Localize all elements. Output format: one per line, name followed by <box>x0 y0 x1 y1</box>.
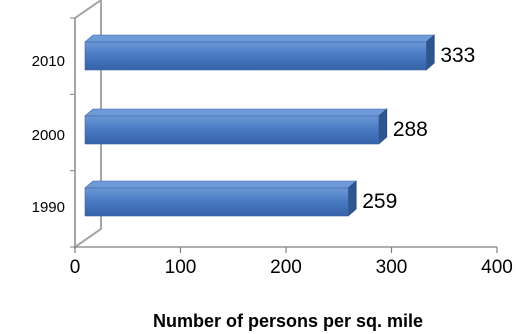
bar-front-face <box>84 115 380 145</box>
category-label: 1990 <box>32 199 65 216</box>
data-label: 288 <box>393 118 428 141</box>
bars <box>84 34 436 217</box>
x-axis-title: Number of persons per sq. mile <box>153 311 423 331</box>
x-tick-label: 0 <box>70 257 81 278</box>
data-label: 259 <box>362 190 397 213</box>
bar-front-face <box>84 187 349 217</box>
bar-top-face <box>84 180 358 189</box>
x-tick-label: 400 <box>481 257 513 278</box>
labels: 333 2010 288 2000 259 1990 <box>32 44 476 216</box>
bar-1990 <box>84 180 358 217</box>
bar-2010 <box>84 34 436 71</box>
bar-top-face <box>84 108 388 117</box>
x-tick-label: 100 <box>165 257 197 278</box>
bar-front-face <box>84 41 427 71</box>
data-label: 333 <box>440 44 475 67</box>
x-tick-label: 300 <box>376 257 408 278</box>
bar-top-face <box>84 34 436 43</box>
bar-2000 <box>84 108 388 145</box>
category-label: 2010 <box>32 53 65 70</box>
x-tick-label: 200 <box>270 257 302 278</box>
category-label: 2000 <box>32 127 65 144</box>
value-axis: 0 100 200 300 400 <box>70 17 513 278</box>
